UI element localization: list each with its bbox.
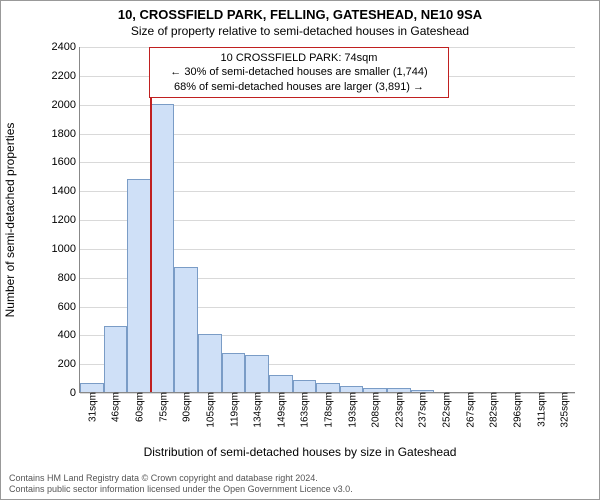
chart-container: 10, CROSSFIELD PARK, FELLING, GATESHEAD,… (0, 0, 600, 500)
y-tick-label: 2400 (52, 41, 80, 53)
x-axis-label: Distribution of semi-detached houses by … (1, 445, 599, 459)
histogram-bar (198, 334, 222, 392)
x-tick-label: 252sqm (440, 392, 453, 428)
callout-line-3: 68% of semi-detached houses are larger (… (156, 80, 442, 94)
y-tick-label: 400 (58, 329, 80, 341)
histogram-bar (269, 375, 293, 392)
footer-line-2: Contains public sector information licen… (9, 484, 353, 495)
chart-title-main: 10, CROSSFIELD PARK, FELLING, GATESHEAD,… (1, 1, 599, 22)
x-tick-label: 134sqm (251, 392, 264, 428)
x-tick-label: 60sqm (133, 392, 146, 422)
x-tick-label: 193sqm (345, 392, 358, 428)
x-tick-label: 325sqm (558, 392, 571, 428)
y-tick-label: 1400 (52, 185, 80, 197)
x-tick-label: 75sqm (156, 392, 169, 422)
histogram-bar (151, 104, 175, 392)
footer-attribution: Contains HM Land Registry data © Crown c… (9, 473, 353, 495)
chart-title-sub: Size of property relative to semi-detach… (1, 22, 599, 38)
x-tick-label: 282sqm (487, 392, 500, 428)
x-tick-label: 149sqm (274, 392, 287, 428)
callout-line-2: ← 30% of semi-detached houses are smalle… (156, 65, 442, 79)
x-tick-label: 31sqm (85, 392, 98, 422)
histogram-bar (174, 267, 198, 392)
histogram-bar (222, 353, 246, 392)
histogram-bar (104, 326, 128, 392)
x-tick-label: 296sqm (510, 392, 523, 428)
y-tick-label: 1000 (52, 243, 80, 255)
footer-line-1: Contains HM Land Registry data © Crown c… (9, 473, 353, 484)
y-tick-label: 200 (58, 358, 80, 370)
y-tick-label: 2000 (52, 99, 80, 111)
x-tick-label: 119sqm (227, 392, 240, 427)
histogram-bar (316, 383, 340, 392)
x-tick-label: 223sqm (392, 392, 405, 428)
x-tick-label: 178sqm (322, 392, 335, 428)
callout-line-1: 10 CROSSFIELD PARK: 74sqm (156, 51, 442, 65)
x-tick-label: 267sqm (463, 392, 476, 428)
plot-area: 0200400600800100012001400160018002000220… (79, 47, 575, 393)
y-tick-label: 1600 (52, 156, 80, 168)
y-tick-label: 1200 (52, 214, 80, 226)
y-tick-label: 2200 (52, 70, 80, 82)
x-tick-label: 90sqm (180, 392, 193, 422)
x-tick-label: 237sqm (416, 392, 429, 428)
y-axis-label: Number of semi-detached properties (3, 123, 17, 318)
callout-box: 10 CROSSFIELD PARK: 74sqm ← 30% of semi-… (149, 47, 449, 98)
x-tick-label: 46sqm (109, 392, 122, 422)
y-tick-label: 0 (70, 387, 80, 399)
x-tick-label: 163sqm (298, 392, 311, 428)
x-tick-label: 311sqm (534, 392, 547, 427)
x-tick-label: 208sqm (369, 392, 382, 428)
x-tick-label: 105sqm (203, 392, 216, 428)
histogram-bar (127, 179, 151, 392)
y-tick-label: 600 (58, 301, 80, 313)
histogram-bar (80, 383, 104, 392)
histogram-bar (245, 355, 269, 392)
property-marker-line (150, 47, 152, 392)
histogram-bar (293, 380, 317, 392)
y-tick-label: 1800 (52, 128, 80, 140)
y-tick-label: 800 (58, 272, 80, 284)
